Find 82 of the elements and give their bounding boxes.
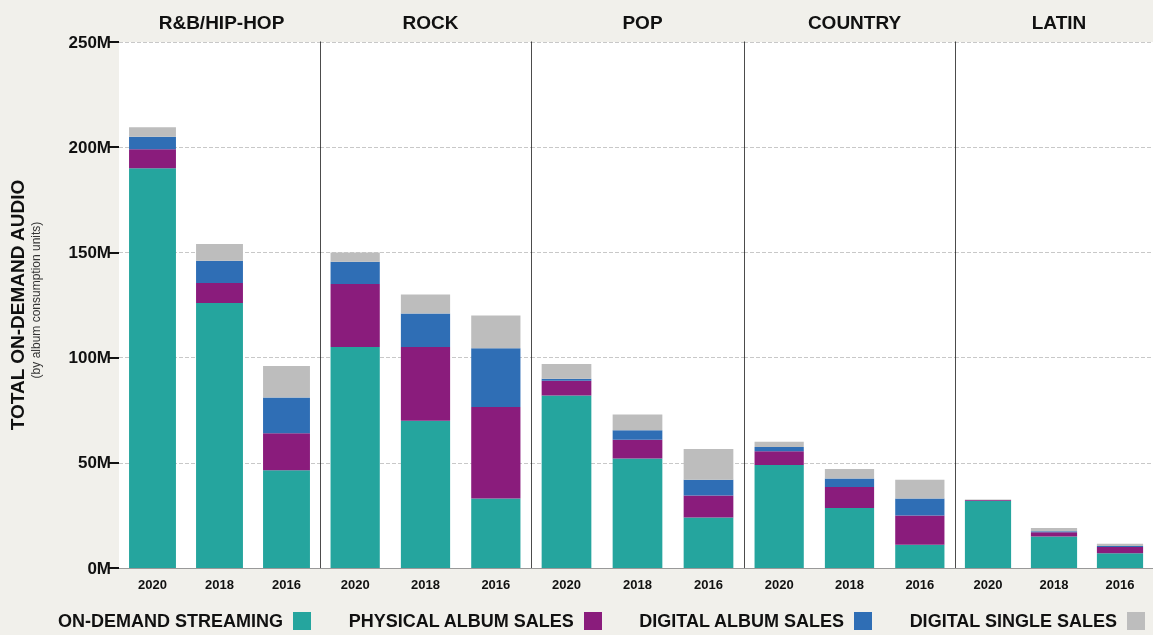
x-tick-label: 2016 [272,577,301,592]
y-axis-title: TOTAL ON-DEMAND AUDIO [7,179,28,431]
x-tick-label: 2018 [1039,577,1069,592]
legend-label: DIGITAL ALBUM SALES [639,610,844,632]
x-tick-label: 2016 [1105,577,1135,592]
bar [196,260,243,283]
bar [541,378,592,381]
bar [612,430,663,440]
bar [895,479,945,499]
bar [824,478,875,487]
bar [129,136,176,150]
bar [612,458,663,568]
bar [263,366,310,398]
bar [471,498,521,568]
bar [754,451,804,465]
bar [824,487,875,509]
x-tick-label: 2020 [973,577,1003,592]
text: (by album consumption units) [29,221,43,379]
bar [129,168,176,568]
bar [471,407,521,499]
bar [964,500,1012,568]
bar [683,479,734,496]
bar [1096,553,1144,568]
x-tick-label: 2020 [552,577,581,592]
x-tick-label: 2020 [340,577,370,592]
bar [541,380,592,396]
bar [263,470,310,568]
bar [471,315,521,349]
bar [541,363,592,379]
x-tick-label: 2018 [411,577,440,592]
bar [129,149,176,169]
bar [1030,536,1078,568]
chart-title: R&B/HIP-HOP [158,12,285,33]
chart-title: COUNTRY [807,12,902,33]
bar [754,441,804,448]
bar [330,347,380,568]
bar [612,414,663,431]
chart-title: POP [622,12,663,33]
y-tick-label: 100M [68,348,111,368]
x-tick-label: 2016 [481,577,511,592]
bar [400,313,451,348]
bar [471,348,521,408]
bar [754,464,804,568]
bar [263,397,310,434]
bar [330,283,380,348]
bar [1030,532,1078,537]
bar [330,261,380,284]
x-tick-label: 2020 [138,577,167,592]
x-tick-label: 2018 [623,577,652,592]
bar [541,395,592,568]
chart-title: LATIN [1031,12,1087,33]
y-tick-label: 0M [87,558,111,578]
bar [683,517,734,568]
bar [400,294,451,314]
bar [263,433,310,471]
y-tick-label: 200M [68,137,111,157]
bar [196,282,243,303]
bar [754,447,804,452]
bar [895,498,945,516]
legend-label: ON-DEMAND STREAMING [58,610,283,632]
bar [1096,546,1144,554]
bar [824,508,875,568]
x-tick-label: 2018 [205,577,234,592]
x-tick-label: 2016 [694,577,723,592]
bar [400,420,451,568]
bar [895,544,945,568]
legend-label: DIGITAL SINGLE SALES [909,610,1117,632]
bar [612,439,663,459]
y-tick-label: 50M [77,453,111,473]
legend-label: PHYSICAL ALBUM SALES [348,610,574,632]
y-tick-label: 250M [68,32,111,52]
x-tick-label: 2018 [835,577,864,592]
bar [824,469,875,479]
bar [129,127,176,137]
bar [196,302,243,568]
bar [400,347,451,421]
bar [895,515,945,545]
bar [683,495,734,518]
chart-title: ROCK [402,12,459,33]
x-tick-label: 2016 [905,577,935,592]
x-tick-label: 2020 [764,577,794,592]
y-tick-label: 150M [68,242,111,262]
